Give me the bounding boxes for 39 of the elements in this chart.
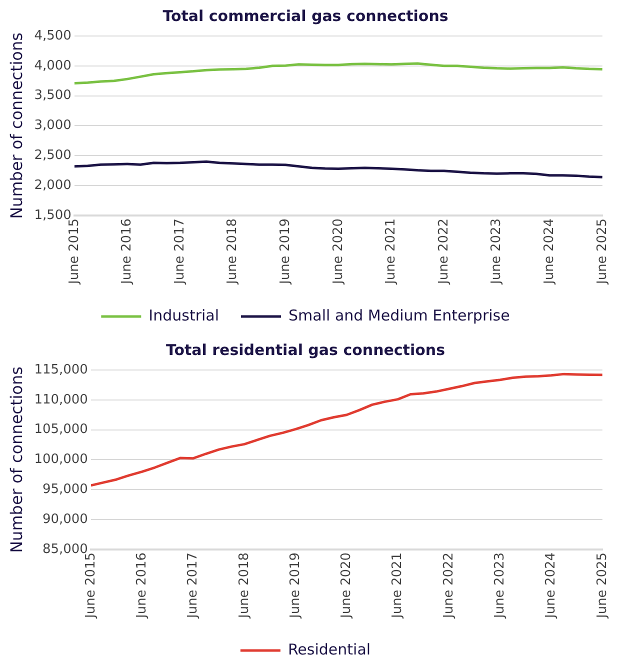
y-tick-label: 3,500	[34, 88, 72, 104]
legend-label: Residential	[288, 640, 371, 658]
x-tick-label: June 2020	[339, 552, 354, 620]
x-tick-label: June 2023	[489, 218, 504, 286]
y-tick-label: 115,000	[34, 362, 88, 378]
x-tick-label: June 2022	[441, 552, 456, 620]
y-tick-label: 100,000	[34, 452, 88, 468]
y-tick-label: 90,000	[42, 512, 88, 527]
y-tick-label: 110,000	[34, 392, 88, 408]
x-tick-label: June 2021	[390, 552, 406, 620]
y-tick-label: 3,000	[34, 118, 72, 134]
x-tick-label: June 2022	[436, 218, 452, 286]
y-tick-label: 2,000	[34, 178, 72, 193]
x-tick-label: June 2018	[225, 218, 240, 286]
x-tick-label: June 2019	[288, 552, 303, 620]
x-tick-label: June 2019	[278, 218, 293, 286]
y-tick-label: 2,500	[34, 148, 72, 164]
y-tick-label: 4,500	[34, 28, 72, 44]
x-tick-label: June 2016	[120, 218, 135, 286]
x-tick-label: June 2025	[594, 552, 610, 620]
chart-title: Total commercial gas connections	[162, 6, 448, 25]
x-tick-label: June 2024	[542, 218, 557, 286]
x-tick-label: June 2020	[330, 218, 346, 286]
y-tick-label: 95,000	[42, 482, 88, 498]
x-tick-label: June 2023	[492, 552, 508, 620]
x-tick-label: June 2017	[186, 552, 201, 620]
x-tick-label: June 2018	[236, 552, 252, 620]
x-tick-label: June 2017	[172, 218, 188, 286]
x-tick-label: June 2016	[134, 552, 150, 620]
x-tick-label: June 2025	[594, 218, 610, 286]
y-tick-label: 4,000	[34, 58, 72, 74]
y-tick-label: 105,000	[34, 422, 88, 438]
x-tick-label: June 2021	[384, 218, 399, 286]
chart-title: Total residential gas connections	[166, 340, 446, 359]
x-tick-label: June 2024	[544, 552, 559, 620]
y-axis-title: Number of connections	[6, 366, 26, 553]
legend-label: Small and Medium Enterprise	[288, 306, 510, 324]
legend-label: Industrial	[148, 306, 220, 324]
y-axis-title: Number of connections	[6, 32, 26, 219]
